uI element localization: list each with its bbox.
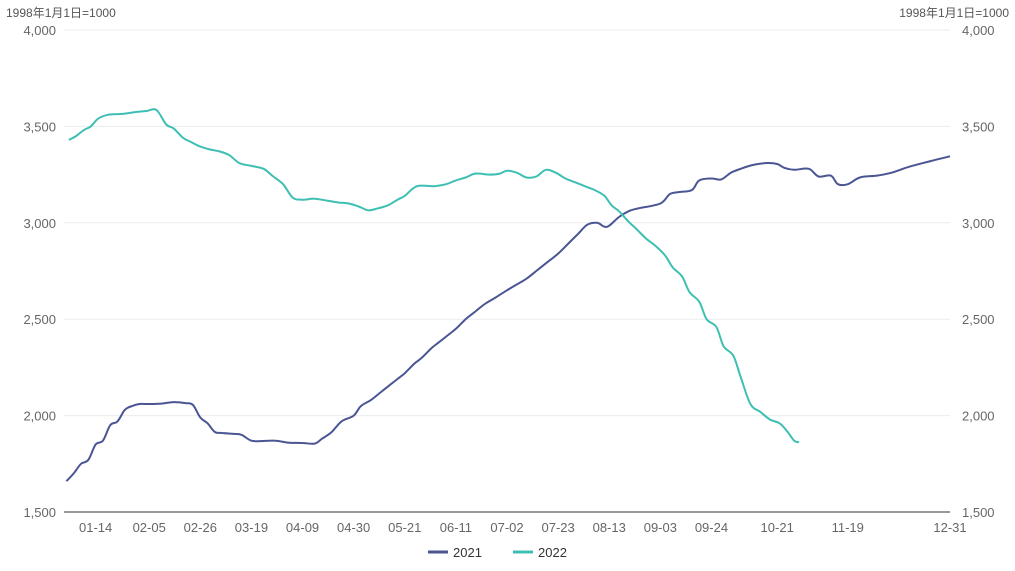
left-unit-label: 1998年1月1日=1000 bbox=[6, 6, 116, 20]
x-tick-label: 11-19 bbox=[832, 520, 864, 535]
x-tick-label: 08-13 bbox=[593, 520, 626, 535]
right-unit-label: 1998年1月1日=1000 bbox=[899, 6, 1009, 20]
x-tick-label: 09-03 bbox=[644, 520, 677, 535]
y-tick-label-right: 2,000 bbox=[962, 409, 995, 424]
y-tick-label-left: 1,500 bbox=[23, 505, 56, 520]
legend-item-2021[interactable]: 2021 bbox=[428, 545, 482, 560]
x-tick-label: 12-31 bbox=[933, 520, 966, 535]
series-line-2021[interactable] bbox=[65, 155, 951, 482]
y-tick-label-left: 3,000 bbox=[23, 216, 56, 231]
x-tick-label: 02-26 bbox=[184, 520, 217, 535]
x-tick-label: 03-19 bbox=[235, 520, 268, 535]
y-axis-right: 1,500 2,000 2,500 3,000 3,500 4,000 bbox=[962, 23, 995, 520]
y-axis-left: 1,500 2,000 2,500 3,000 3,500 4,000 bbox=[23, 23, 56, 520]
y-tick-label-right: 2,500 bbox=[962, 312, 995, 327]
y-tick-label-right: 1,500 bbox=[962, 505, 995, 520]
x-tick-label: 01-14 bbox=[79, 520, 112, 535]
x-axis: 01-14 02-05 02-26 03-19 04-09 04-30 05-21 06-11… bbox=[79, 520, 967, 535]
x-tick-label: 02-05 bbox=[133, 520, 166, 535]
x-tick-label: 04-09 bbox=[286, 520, 319, 535]
legend-label-2022: 2022 bbox=[538, 545, 567, 560]
legend-label-2021: 2021 bbox=[453, 545, 482, 560]
y-tick-label-left: 2,500 bbox=[23, 312, 56, 327]
y-tick-label-left: 4,000 bbox=[23, 23, 56, 38]
x-tick-label: 04-30 bbox=[337, 520, 370, 535]
y-tick-label-right: 3,500 bbox=[962, 119, 995, 134]
y-tick-label-left: 2,000 bbox=[23, 409, 56, 424]
legend: 2021 2022 bbox=[428, 545, 567, 560]
x-tick-label: 06-11 bbox=[440, 520, 472, 535]
x-tick-label: 09-24 bbox=[695, 520, 728, 535]
y-tick-label-left: 3,500 bbox=[23, 119, 56, 134]
x-tick-label: 07-02 bbox=[490, 520, 523, 535]
legend-item-2022[interactable]: 2022 bbox=[513, 545, 567, 560]
y-tick-label-right: 3,000 bbox=[962, 216, 995, 231]
x-tick-label: 07-23 bbox=[541, 520, 574, 535]
x-tick-label: 10-21 bbox=[761, 520, 794, 535]
series-line-2022[interactable] bbox=[68, 108, 800, 444]
grid-lines bbox=[64, 29, 950, 417]
series-lines bbox=[65, 108, 951, 482]
y-tick-label-right: 4,000 bbox=[962, 23, 995, 38]
x-tick-label: 05-21 bbox=[388, 520, 421, 535]
